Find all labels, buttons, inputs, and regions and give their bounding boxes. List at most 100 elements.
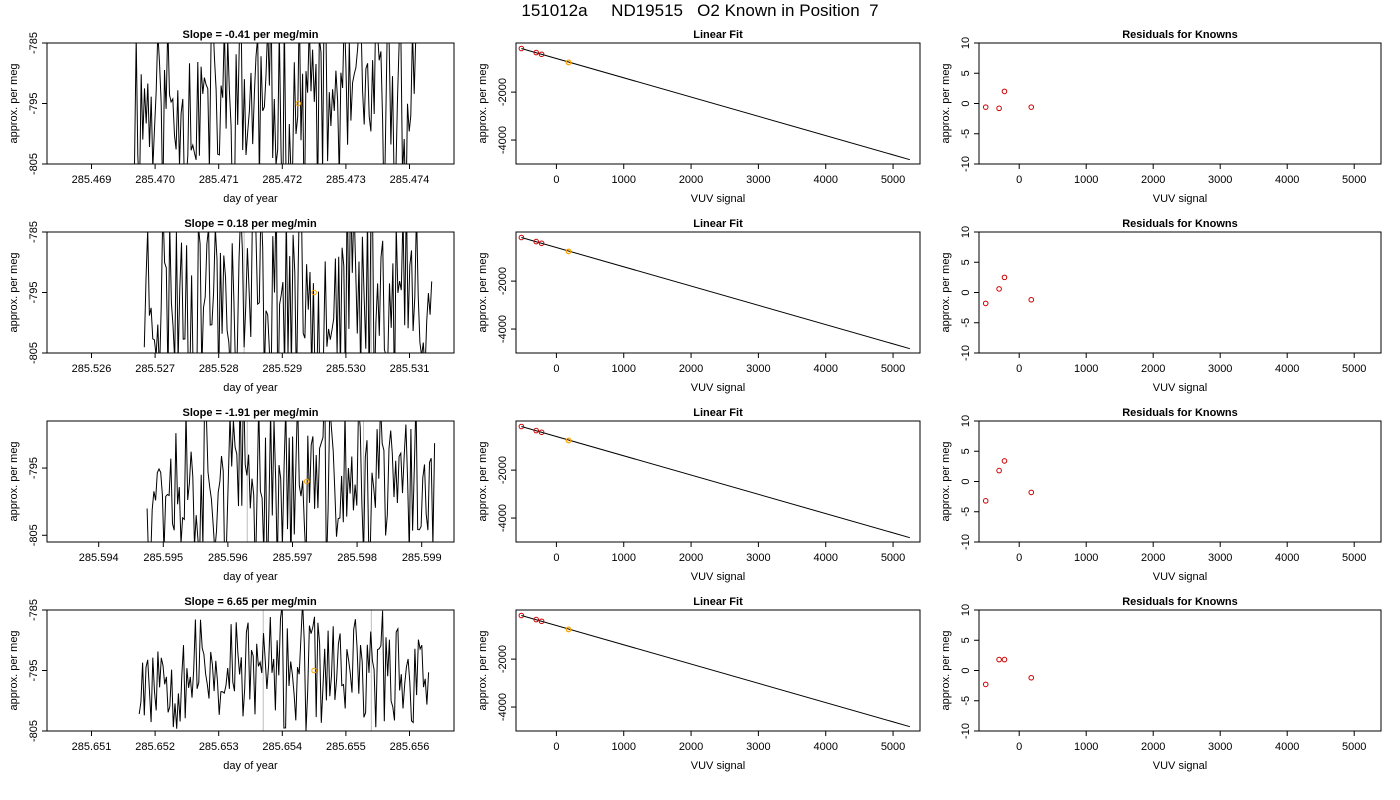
row3-residuals-xlabel: VUV signal bbox=[1153, 571, 1207, 583]
row4-linear-fit: Linear Fit VUV signal approx. per meg 0 1000… bbox=[477, 596, 921, 772]
row2-residuals-title: Residuals for Knowns bbox=[1122, 218, 1238, 230]
row3-residuals-residual-point bbox=[1001, 458, 1008, 464]
row1-residuals-residual-point bbox=[996, 105, 1002, 112]
row2-residuals-residual-point bbox=[996, 286, 1002, 292]
row4-linear-fit-xtick-label: 0 bbox=[553, 741, 559, 753]
row1-linear-fit-xtick-label: 0 bbox=[553, 174, 559, 186]
row3-linear-fit-xtick-label: 2000 bbox=[679, 552, 703, 564]
row3-linear-fit-xtick-label: 0 bbox=[553, 552, 559, 564]
row3-residuals-ytick-label: 5 bbox=[960, 448, 972, 454]
row4-timeseries-series-line bbox=[138, 610, 430, 731]
row3-residuals-title: Residuals for Knowns bbox=[1122, 407, 1238, 419]
row4-linear-fit-frame bbox=[515, 609, 921, 732]
row1-linear-fit-fit-line bbox=[521, 48, 911, 161]
row1-timeseries-sample-point bbox=[295, 100, 301, 107]
row4-linear-fit-known-point bbox=[533, 616, 540, 623]
row4-residuals-marks bbox=[982, 656, 1035, 688]
row1-timeseries-xtick-label: 285.470 bbox=[135, 174, 175, 186]
row2-timeseries-frame bbox=[46, 231, 455, 354]
row4-linear-fit-fit-line bbox=[521, 615, 911, 728]
row4-timeseries-xtick-label: 285.656 bbox=[390, 741, 430, 753]
row2-timeseries-xtick-label: 285.529 bbox=[262, 363, 302, 375]
row3-residuals-ytick-label: -10 bbox=[960, 534, 972, 550]
row1-timeseries-xtick-label: 285.474 bbox=[390, 174, 430, 186]
row3-residuals-xtick-label: 2000 bbox=[1141, 552, 1165, 564]
row4-residuals-xtick-label: 1000 bbox=[1074, 741, 1098, 753]
row2-linear-fit: Linear Fit VUV signal approx. per meg 0 1000… bbox=[477, 218, 921, 394]
row2-linear-fit-xtick-label: 5000 bbox=[881, 363, 905, 375]
row1-timeseries-xlabel: day of year bbox=[223, 193, 278, 205]
row3-residuals-xtick-label: 4000 bbox=[1275, 552, 1299, 564]
row1-timeseries-xtick-label: 285.469 bbox=[72, 174, 112, 186]
row2-timeseries-marks bbox=[143, 232, 433, 353]
row1-residuals-ytick-label: 0 bbox=[960, 100, 972, 106]
row4-residuals-residual-point bbox=[1028, 674, 1035, 681]
row2-residuals-xtick-label: 5000 bbox=[1342, 363, 1366, 375]
row2-linear-fit-ytick-label: -4000 bbox=[497, 315, 509, 343]
row4-timeseries-ytick-label: -795 bbox=[28, 659, 40, 681]
row1-residuals-frame bbox=[978, 42, 1382, 165]
row3-linear-fit-known-point bbox=[518, 423, 525, 430]
row1-residuals-residual-point bbox=[1001, 88, 1008, 95]
row2-residuals-xlabel: VUV signal bbox=[1153, 382, 1207, 394]
row2-linear-fit-xtick-label: 1000 bbox=[611, 363, 635, 375]
row3-residuals-marks bbox=[982, 458, 1035, 504]
row2-linear-fit-frame bbox=[515, 231, 921, 354]
row4-timeseries-ytick-label: -785 bbox=[28, 599, 40, 621]
row1-linear-fit: Linear Fit VUV signal approx. per meg 0 1000… bbox=[477, 29, 921, 205]
row2-timeseries-ytick-label: -785 bbox=[28, 221, 40, 243]
row4-residuals-ytick-label: 10 bbox=[960, 604, 972, 616]
row4-residuals-ytick-label: -5 bbox=[960, 696, 972, 706]
row1-linear-fit-known-point bbox=[533, 49, 540, 56]
row1-residuals-xtick-label: 0 bbox=[1016, 174, 1022, 186]
row4-residuals-xtick-label: 5000 bbox=[1342, 741, 1366, 753]
row4-timeseries-marks bbox=[138, 610, 430, 731]
row1-residuals-xtick-label: 4000 bbox=[1275, 174, 1299, 186]
row3-linear-fit-known-point bbox=[533, 427, 540, 434]
row1-linear-fit-sample-point bbox=[565, 59, 572, 66]
row1-residuals-title: Residuals for Knowns bbox=[1122, 29, 1238, 41]
row2-residuals-ytick-label: -5 bbox=[960, 318, 972, 328]
row2-linear-fit-known-point bbox=[538, 240, 545, 247]
row1-linear-fit-xtick-label: 3000 bbox=[746, 174, 770, 186]
row1-residuals-residual-point bbox=[982, 104, 989, 110]
row4-linear-fit-known-point bbox=[538, 618, 545, 625]
row3-residuals-ytick-label: 10 bbox=[960, 415, 972, 427]
row1-residuals-ylabel: approx. per meg bbox=[940, 63, 952, 143]
row1-timeseries-title: Slope = -0.41 per meg/min bbox=[182, 29, 318, 41]
row1-timeseries-xtick-label: 285.472 bbox=[262, 174, 302, 186]
row4-linear-fit-title: Linear Fit bbox=[693, 596, 743, 608]
row1-timeseries-xtick-label: 285.473 bbox=[326, 174, 366, 186]
row3-residuals-frame bbox=[978, 420, 1382, 543]
row3-timeseries-xtick-label: 285.594 bbox=[79, 552, 119, 564]
row1-residuals-marks bbox=[982, 88, 1035, 112]
row1-timeseries-marks bbox=[134, 43, 417, 164]
row2-residuals-xtick-label: 4000 bbox=[1275, 363, 1299, 375]
row4-linear-fit-xtick-label: 2000 bbox=[679, 741, 703, 753]
row1-timeseries-ytick-label: -785 bbox=[28, 32, 40, 54]
row4-linear-fit-sample-point bbox=[565, 626, 572, 633]
row2-linear-fit-xtick-label: 3000 bbox=[746, 363, 770, 375]
row4-residuals-xtick-label: 0 bbox=[1016, 741, 1022, 753]
row2-timeseries-ylabel: approx. per meg bbox=[8, 252, 20, 332]
row2-residuals-ytick-label: 5 bbox=[960, 259, 972, 265]
row3-timeseries-xtick-label: 285.596 bbox=[208, 552, 248, 564]
row2-residuals-marks bbox=[982, 274, 1035, 307]
row4-timeseries-xtick-label: 285.652 bbox=[135, 741, 175, 753]
row2-timeseries-xtick-label: 285.527 bbox=[135, 363, 175, 375]
row2-linear-fit-known-point bbox=[533, 238, 540, 245]
row2-residuals-residual-point bbox=[1028, 296, 1035, 303]
row1-timeseries-series-line bbox=[134, 43, 417, 164]
row4-timeseries-xtick-label: 285.653 bbox=[199, 741, 239, 753]
row2-timeseries: Slope = 0.18 per meg/min day of year appro… bbox=[8, 218, 455, 394]
row4-timeseries-sample-point bbox=[311, 667, 317, 674]
row4-residuals-xtick-label: 2000 bbox=[1141, 741, 1165, 753]
row1-residuals-xtick-label: 3000 bbox=[1208, 174, 1232, 186]
row3-timeseries-ytick-label: -805 bbox=[28, 524, 40, 546]
row1-linear-fit-xtick-label: 2000 bbox=[679, 174, 703, 186]
row4-linear-fit-xtick-label: 4000 bbox=[813, 741, 837, 753]
row1-linear-fit-xtick-label: 1000 bbox=[611, 174, 635, 186]
row2-linear-fit-ytick-label: -2000 bbox=[497, 267, 509, 295]
row4-linear-fit-known-point bbox=[518, 612, 525, 619]
row4-timeseries-frame bbox=[46, 609, 455, 732]
